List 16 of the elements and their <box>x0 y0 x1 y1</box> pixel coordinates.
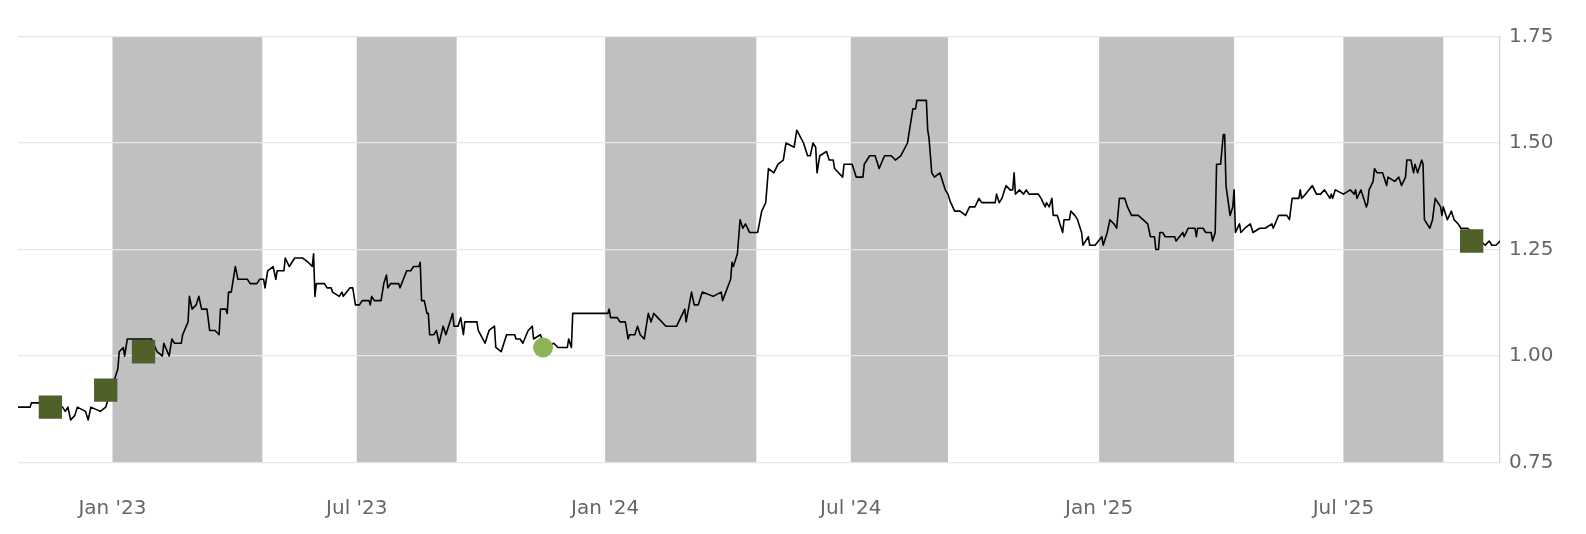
point <box>94 378 118 402</box>
y-tick-label: 1.00 <box>1509 342 1554 367</box>
x-tick-label: Jan '23 <box>76 494 147 519</box>
x-tick-label: Jul '24 <box>818 494 882 519</box>
x-tick-label: Jan '24 <box>569 494 640 519</box>
point <box>38 395 63 419</box>
point <box>533 337 554 358</box>
y-tick-label: 1.75 <box>1509 22 1554 47</box>
y-tick-label: 1.50 <box>1509 129 1554 154</box>
point <box>1459 229 1484 253</box>
y-tick-label: 0.75 <box>1509 448 1554 473</box>
x-tick-label: Jul '25 <box>1310 494 1375 519</box>
x-tick-label: Jul '23 <box>324 494 388 519</box>
x-tick-label: Jan '25 <box>1063 494 1134 519</box>
point <box>131 340 156 364</box>
y-tick-label: 1.25 <box>1509 235 1554 260</box>
